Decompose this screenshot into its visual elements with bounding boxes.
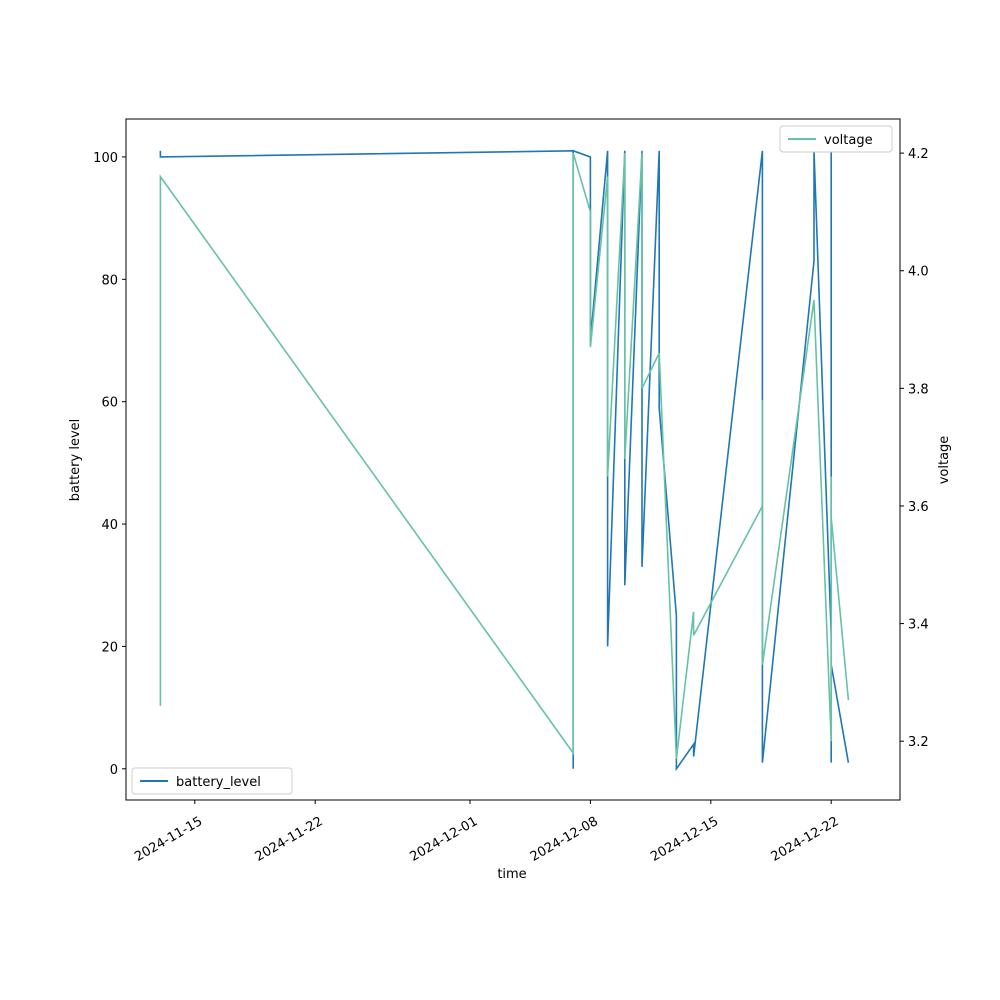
x-tick-label: 2024-11-22 bbox=[253, 814, 326, 865]
series-line bbox=[159, 149, 850, 772]
y-tick-label: 40 bbox=[101, 518, 118, 533]
legend-label: voltage bbox=[824, 133, 873, 148]
y-tick-label: 0 bbox=[110, 763, 118, 778]
x-tick-label: 2024-12-01 bbox=[407, 814, 480, 865]
x-axis-label: time bbox=[497, 867, 526, 882]
y2-axis-label: voltage bbox=[937, 436, 952, 485]
y2-tick-label: 3.6 bbox=[908, 500, 929, 515]
y2-tick-label: 3.4 bbox=[908, 618, 929, 633]
x-tick-label: 2024-12-22 bbox=[769, 814, 842, 865]
legend: voltage bbox=[779, 125, 893, 153]
y2-tick-label: 4.2 bbox=[908, 147, 929, 162]
y2-tick-label: 4.0 bbox=[908, 265, 929, 280]
x-tick-label: 2024-11-15 bbox=[132, 814, 205, 865]
series-line bbox=[159, 152, 850, 759]
legend-box bbox=[131, 767, 293, 795]
y-axis-label: battery level bbox=[68, 419, 83, 502]
y-tick-label: 60 bbox=[101, 396, 118, 411]
legend: battery_level bbox=[131, 767, 293, 795]
legend-box bbox=[779, 125, 893, 153]
plot-frame bbox=[125, 118, 901, 801]
y-tick-label: 80 bbox=[101, 273, 118, 288]
y2-tick-label: 3.2 bbox=[908, 735, 929, 750]
y-tick-label: 100 bbox=[93, 151, 118, 166]
x-tick-label: 2024-12-08 bbox=[528, 814, 601, 865]
y2-tick-label: 3.8 bbox=[908, 382, 929, 397]
legend-label: battery_level bbox=[176, 775, 261, 790]
y-tick-label: 20 bbox=[101, 640, 118, 655]
x-tick-label: 2024-12-15 bbox=[648, 814, 721, 865]
